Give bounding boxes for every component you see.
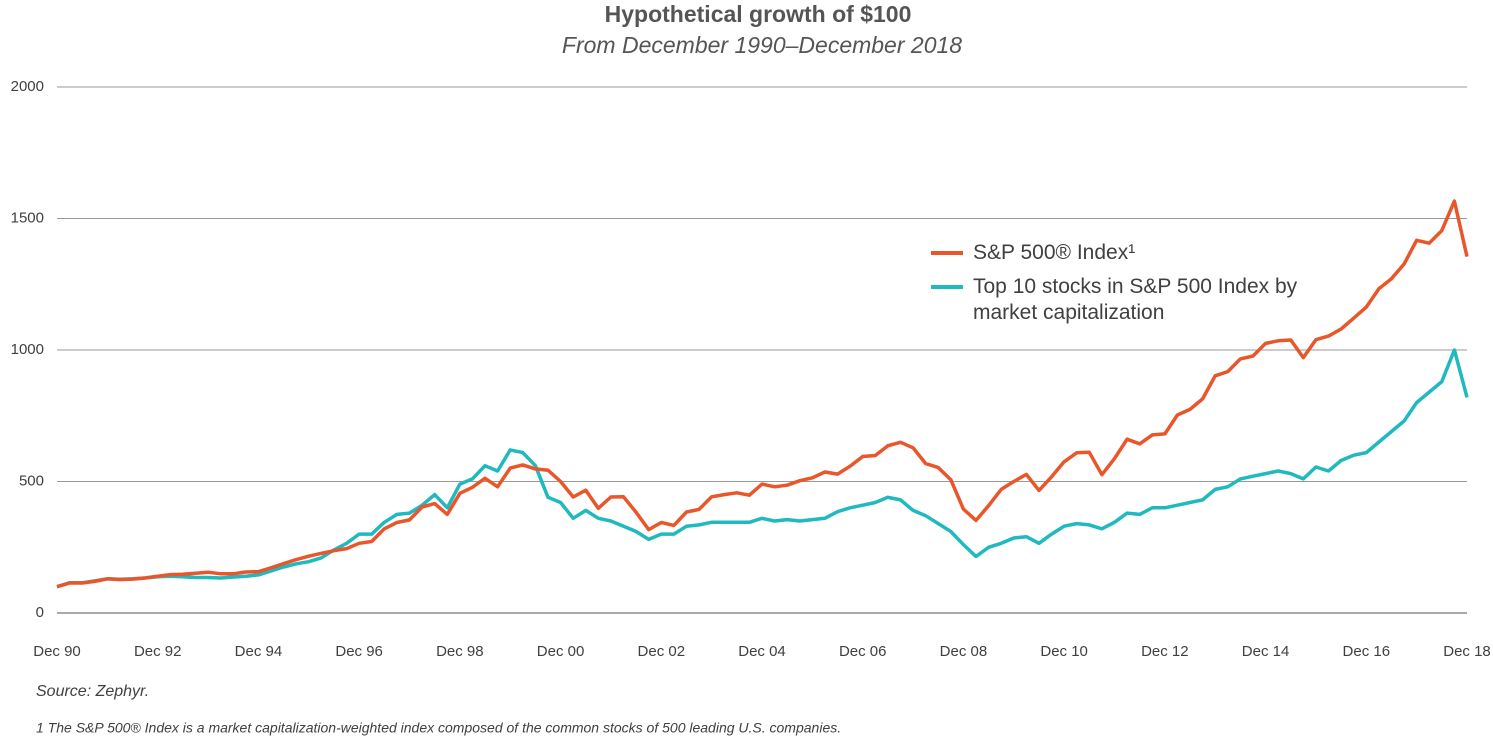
x-tick-label: Dec 14	[1242, 643, 1290, 660]
series-line	[56, 348, 1469, 589]
legend-label: Top 10 stocks in S&P 500 Index by market…	[973, 275, 1298, 324]
source: Source: Zephyr.	[36, 683, 149, 700]
x-tick-label: Dec 08	[940, 643, 988, 660]
x-tick-label: Dec 90	[33, 643, 81, 660]
legend-swatch	[931, 251, 963, 255]
x-tick-label: Dec 04	[738, 643, 786, 660]
x-tick-label: Dec 12	[1141, 643, 1189, 660]
x-tick-label: Dec 02	[638, 643, 686, 660]
x-tick-label: Dec 92	[134, 643, 182, 660]
x-tick-label: Dec 10	[1040, 643, 1088, 660]
x-tick-label: Dec 00	[537, 643, 585, 660]
footnote: 1 The S&P 500® Index is a market capital…	[36, 720, 841, 736]
legend-item: S&P 500® Index¹	[931, 240, 1313, 266]
y-tick-label: 2000	[11, 78, 44, 95]
y-tick-label: 1000	[11, 341, 44, 358]
y-tick-label: 500	[19, 472, 44, 489]
chart-subtitle: From December 1990–December 2018	[562, 32, 962, 58]
y-tick-label: 1500	[11, 209, 44, 226]
legend-label: S&P 500® Index¹	[973, 241, 1136, 264]
x-tick-label: Dec 16	[1343, 643, 1391, 660]
series-line	[56, 199, 1469, 589]
legend-swatch	[931, 285, 963, 289]
legend: S&P 500® Index¹ Top 10 stocks in S&P 500 …	[931, 240, 1313, 334]
y-tick-label: 0	[36, 604, 44, 621]
x-tick-label: Dec 06	[839, 643, 887, 660]
legend-item: Top 10 stocks in S&P 500 Index by market…	[931, 274, 1313, 326]
x-tick-label: Dec 94	[235, 643, 283, 660]
chart-title: Hypothetical growth of $100	[605, 1, 912, 27]
x-tick-label: Dec 98	[436, 643, 484, 660]
x-tick-label: Dec 96	[335, 643, 383, 660]
x-tick-label: Dec 18	[1443, 643, 1491, 660]
